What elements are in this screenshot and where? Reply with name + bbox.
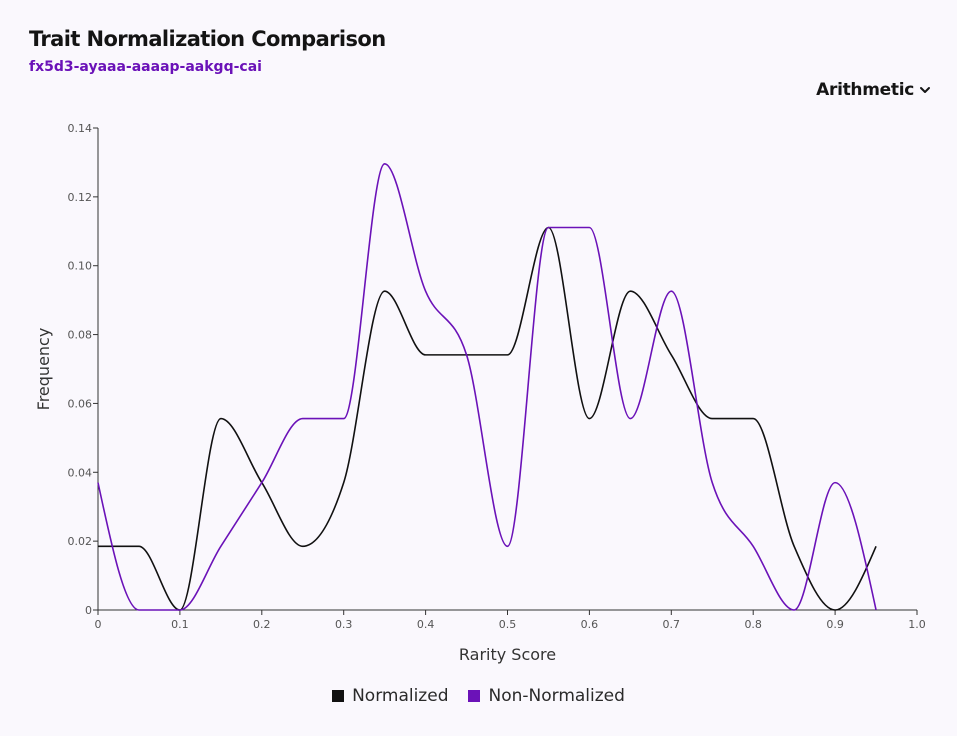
y-tick-label: 0.12 bbox=[68, 191, 93, 204]
mode-select[interactable]: Arithmetic bbox=[816, 80, 931, 100]
x-tick-label: 0.3 bbox=[335, 618, 353, 631]
series-line-non-normalized bbox=[97, 163, 877, 611]
chart-series bbox=[97, 163, 877, 611]
canister-id: fx5d3-ayaaa-aaaap-aakgq-cai bbox=[29, 59, 262, 75]
legend-swatch-normalized bbox=[332, 690, 345, 702]
y-tick-label: 0.10 bbox=[68, 260, 93, 273]
x-tick-label: 0.5 bbox=[499, 618, 517, 631]
chart-axes bbox=[97, 128, 917, 611]
frequency-line-chart: 0 0.1 0.2 0.3 0.4 0.5 0.6 0.7 0.8 0.9 1.0 0 0.02 0.04… bbox=[34, 122, 926, 664]
y-axis-title: Frequency bbox=[34, 328, 53, 411]
chart-legend: Normalized Non-Normalized bbox=[0, 686, 957, 706]
x-tick-label: 0.9 bbox=[826, 618, 844, 631]
x-tick-label: 0.1 bbox=[171, 618, 189, 631]
mode-select-label: Arithmetic bbox=[816, 80, 914, 100]
x-tick-label: 0.7 bbox=[663, 618, 681, 631]
chevron-down-icon bbox=[920, 87, 930, 93]
legend-item-non-normalized[interactable]: Non-Normalized bbox=[468, 686, 625, 706]
y-tick-label: 0 bbox=[85, 604, 92, 617]
legend-label-non-normalized: Non-Normalized bbox=[488, 686, 625, 706]
y-tick-label: 0.14 bbox=[68, 122, 93, 135]
x-axis-title: Rarity Score bbox=[459, 645, 556, 664]
x-tick-label: 0 bbox=[95, 618, 102, 631]
series-line-normalized bbox=[98, 226, 877, 611]
chart-ticks: 0 0.1 0.2 0.3 0.4 0.5 0.6 0.7 0.8 0.9 1.0 0 0.02 0.04… bbox=[68, 122, 926, 631]
y-tick-label: 0.02 bbox=[68, 535, 93, 548]
x-tick-label: 0.4 bbox=[417, 618, 435, 631]
y-tick-label: 0.04 bbox=[68, 466, 93, 479]
x-tick-label: 1.0 bbox=[908, 618, 926, 631]
x-tick-label: 0.2 bbox=[253, 618, 271, 631]
legend-swatch-non-normalized bbox=[468, 690, 481, 702]
page-title: Trait Normalization Comparison bbox=[29, 27, 386, 51]
x-tick-label: 0.8 bbox=[744, 618, 762, 631]
x-tick-label: 0.6 bbox=[581, 618, 599, 631]
legend-item-normalized[interactable]: Normalized bbox=[332, 686, 448, 706]
y-tick-label: 0.08 bbox=[68, 329, 93, 342]
y-tick-label: 0.06 bbox=[68, 397, 93, 410]
legend-label-normalized: Normalized bbox=[352, 686, 449, 706]
